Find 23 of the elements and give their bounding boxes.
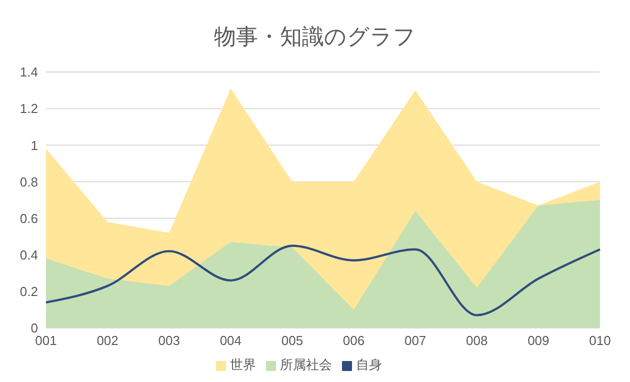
x-tick-label: 007 [404,333,426,348]
x-tick-label: 009 [528,333,550,348]
legend-label: 自身 [356,357,382,372]
y-tick-label: 0 [30,320,38,336]
y-tick-label: 0.2 [20,284,38,300]
y-tick-label: 0.8 [20,174,38,190]
y-tick-label: 0.6 [20,210,38,226]
x-tick-label: 003 [158,333,180,348]
x-tick-label: 006 [342,333,365,348]
x-tick-label: 008 [466,333,488,348]
y-tick-label: 0.4 [20,247,38,262]
y-tick-label: 1.2 [20,101,38,116]
chart-title: 物事・知識のグラフ [213,23,417,51]
y-tick-label: 1.4 [20,64,38,80]
x-tick-label: 010 [589,333,611,348]
legend-label: 世界 [230,357,256,372]
x-tick-label: 004 [220,333,242,348]
legend-label: 所属社会 [280,357,332,372]
x-tick-label: 001 [35,333,57,348]
x-tick-label: 005 [281,333,304,348]
y-tick-label: 1 [30,138,38,153]
line-series [44,244,602,316]
x-tick-label: 002 [96,333,118,348]
